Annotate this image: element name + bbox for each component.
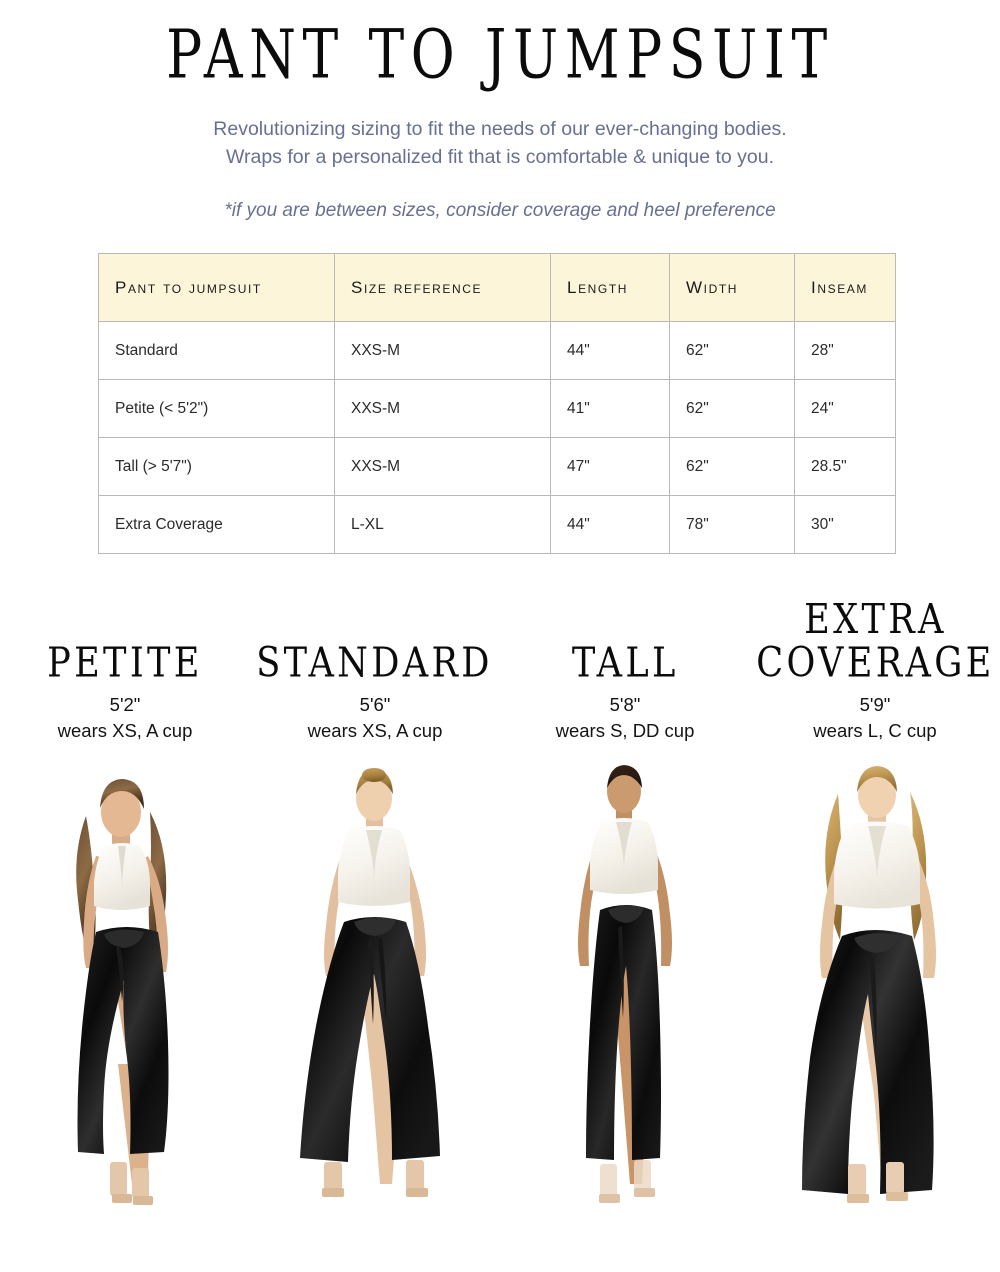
model-wears-petite: wears XS, A cup (57, 720, 193, 742)
model-photo-petite (0, 764, 250, 1234)
cell-name: Extra Coverage (98, 495, 335, 554)
cell-length: 44" (550, 495, 670, 554)
petite-figure-illustration (76, 779, 169, 1205)
cell-length: 44" (550, 321, 670, 380)
model-wears-extra-coverage: wears L, C cup (813, 720, 937, 742)
standard-figure-illustration (300, 768, 440, 1197)
cell-inseam: 24" (794, 379, 896, 438)
model-card-petite: PETITE 5'2" wears XS, A cup (0, 578, 250, 1234)
model-heading-extra-coverage: EXTRA COVERAGE (755, 595, 995, 687)
column-header-pant-to-jumpsuit: Pant to Jumpsuit (98, 253, 335, 322)
model-card-standard: STANDARD 5'6" wears XS, A cup (250, 578, 500, 1234)
model-caption-petite: 5'2" wears XS, A cup (58, 692, 193, 750)
model-wears-tall: wears S, DD cup (555, 720, 695, 742)
extra-coverage-figure-illustration (802, 766, 936, 1203)
table-header-row: Pant to Jumpsuit Size reference Length W… (98, 253, 896, 322)
model-photo-tall (500, 764, 750, 1234)
model-caption-tall: 5'8" wears S, DD cup (556, 692, 695, 750)
cell-inseam: 28" (794, 321, 896, 380)
cell-length: 47" (550, 437, 670, 496)
cell-name: Standard (98, 321, 335, 380)
column-header-width: Width (669, 253, 795, 322)
model-caption-standard: 5'6" wears XS, A cup (308, 692, 443, 750)
cell-width: 78" (669, 495, 795, 554)
model-height-extra-coverage: 5'9" (859, 694, 891, 715)
table-row: Standard XXS-M 44" 62" 28" (98, 321, 896, 380)
cell-size-reference: XXS-M (334, 321, 551, 380)
table-row: Extra Coverage L-XL 44" 78" 30" (98, 495, 896, 554)
column-header-inseam: Inseam (794, 253, 896, 322)
model-wears-standard: wears XS, A cup (307, 720, 443, 742)
column-header-size-reference: Size reference (334, 253, 551, 322)
model-heading-petite: PETITE (47, 638, 203, 687)
cell-inseam: 30" (794, 495, 896, 554)
model-height-tall: 5'8" (609, 694, 641, 715)
table-row: Petite (< 5'2") XXS-M 41" 62" 24" (98, 379, 896, 438)
size-table: Pant to Jumpsuit Size reference Length W… (98, 253, 896, 554)
subtitle-block: Revolutionizing sizing to fit the needs … (0, 115, 1000, 172)
subtitle-line-2: Wraps for a personalized fit that is com… (225, 146, 775, 169)
page-title: PANT TO JUMPSUIT (166, 16, 834, 94)
cell-name: Petite (< 5'2") (98, 379, 335, 438)
model-photo-standard (250, 764, 500, 1234)
model-gallery: PETITE 5'2" wears XS, A cup (0, 578, 1000, 1234)
tall-figure-illustration (578, 765, 672, 1203)
model-heading-standard: STANDARD (256, 638, 494, 687)
cell-size-reference: L-XL (334, 495, 551, 554)
cell-width: 62" (669, 379, 795, 438)
model-heading-tall: TALL (571, 638, 679, 687)
table-row: Tall (> 5'7") XXS-M 47" 62" 28.5" (98, 437, 896, 496)
model-height-petite: 5'2" (109, 694, 141, 715)
model-height-standard: 5'6" (359, 694, 391, 715)
model-photo-extra-coverage (750, 764, 1000, 1234)
cell-size-reference: XXS-M (334, 379, 551, 438)
cell-width: 62" (669, 437, 795, 496)
model-caption-extra-coverage: 5'9" wears L, C cup (813, 692, 936, 750)
cell-width: 62" (669, 321, 795, 380)
model-card-tall: TALL 5'8" wears S, DD cup (500, 578, 750, 1234)
cell-length: 41" (550, 379, 670, 438)
column-header-length: Length (550, 253, 670, 322)
cell-inseam: 28.5" (794, 437, 896, 496)
sizing-note: *if you are between sizes, consider cove… (224, 199, 776, 221)
subtitle-line-1: Revolutionizing sizing to fit the needs … (213, 118, 787, 140)
size-table-container: Pant to Jumpsuit Size reference Length W… (98, 253, 896, 554)
cell-size-reference: XXS-M (334, 437, 551, 496)
cell-name: Tall (> 5'7") (98, 437, 335, 496)
model-card-extra-coverage: EXTRA COVERAGE 5'9" wears L, C cup (750, 578, 1000, 1234)
